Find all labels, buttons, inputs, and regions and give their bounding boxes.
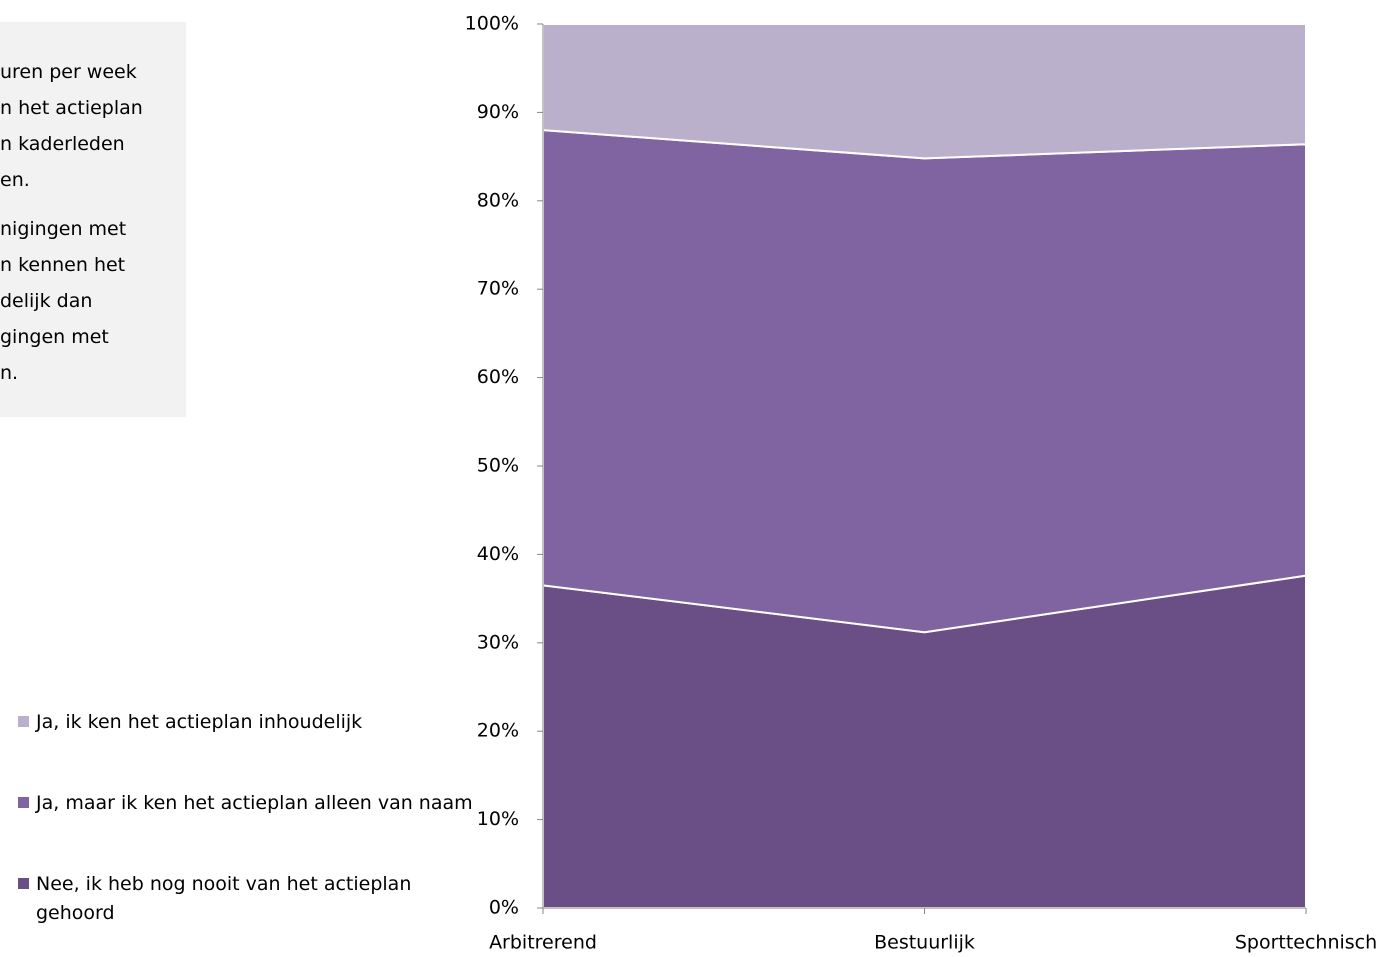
legend-item: Ja, maar ik ken het actieplan alleen van… <box>18 789 481 818</box>
x-tick-label: Arbitrerend <box>489 932 597 954</box>
y-tick-label: 0% <box>489 897 519 919</box>
text-box: uren per week n het actieplan n kaderleden… <box>0 22 186 417</box>
x-tick-label: Bestuurlijk <box>874 932 975 954</box>
y-tick-label: 100% <box>465 13 519 35</box>
legend-label: Ja, maar ik ken het actieplan alleen van… <box>36 792 473 814</box>
x-tick-label: Sporttechnisch <box>1235 932 1377 954</box>
y-tick-label: 40% <box>477 543 519 565</box>
text-line: n kaderleden <box>0 133 125 155</box>
text-line: n het actieplan <box>0 97 143 119</box>
legend-swatch <box>18 797 29 808</box>
legend-label: Ja, ik ken het actieplan inhoudelijk <box>36 711 363 733</box>
text-line: delijk dan <box>0 290 93 312</box>
text-line: nigingen met <box>0 218 127 240</box>
text-line: n. <box>0 362 19 384</box>
text-line: gingen met <box>0 326 109 348</box>
y-tick-label: 80% <box>477 189 519 211</box>
text-line: en. <box>0 169 30 191</box>
y-tick-label: 10% <box>477 808 519 830</box>
legend-swatch <box>18 716 29 727</box>
y-tick-label: 90% <box>477 101 519 123</box>
legend-label: Nee, ik heb nog nooit van het actieplan … <box>36 873 412 924</box>
legend-swatch <box>18 878 29 889</box>
y-tick-label: 60% <box>477 366 519 388</box>
y-tick-label: 50% <box>477 455 519 477</box>
area <box>542 23 1307 160</box>
text-line: n kennen het <box>0 254 126 276</box>
area <box>542 129 1307 634</box>
legend-item: Ja, ik ken het actieplan inhoudelijk <box>18 708 481 737</box>
y-tick-label: 20% <box>477 720 519 742</box>
y-tick-label: 30% <box>477 631 519 653</box>
y-tick-label: 70% <box>477 278 519 300</box>
text-line: uren per week <box>0 61 137 83</box>
legend-item: Nee, ik heb nog nooit van het actieplan … <box>18 870 481 928</box>
